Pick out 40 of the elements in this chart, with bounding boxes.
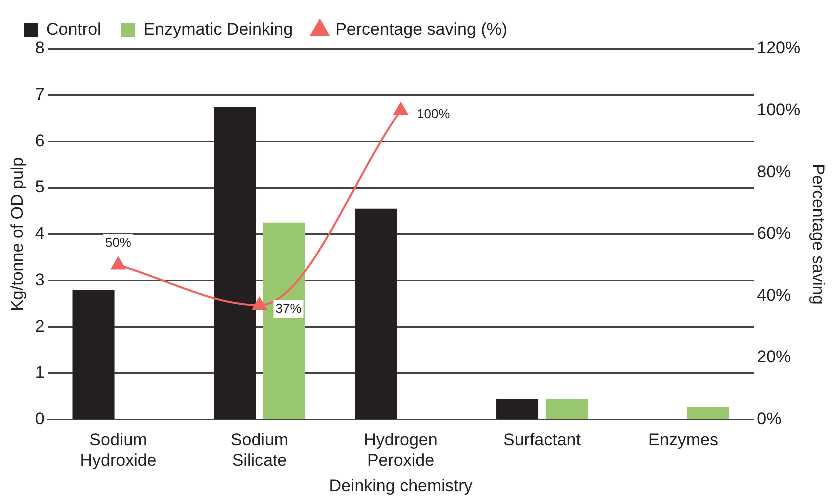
bar [496, 398, 539, 420]
y-tick-label: 5 [35, 178, 45, 197]
y-tick-label: 0 [35, 409, 45, 428]
y-tick-label: 3 [35, 270, 45, 290]
y2-axis-title: Percentage saving [809, 164, 828, 305]
legend-label: Enzymatic Deinking [144, 20, 294, 40]
data-label: 100% [416, 106, 451, 122]
data-label: 50% [105, 234, 132, 250]
point [252, 297, 267, 310]
legend-label: Control [46, 20, 102, 40]
y2-tick-label: 80% [757, 162, 792, 182]
x-tick-label: Sodium Hydroxide [80, 430, 157, 470]
x-axis-title: Deinking chemistry [329, 476, 474, 496]
y-tick-label: 4 [35, 224, 45, 244]
x-tick-label: Hydrogen Peroxide [364, 430, 438, 470]
bar [687, 407, 730, 420]
bar [72, 290, 115, 420]
point [394, 102, 408, 116]
y2-tick-label: 40% [757, 286, 792, 305]
y-tick-label: 8 [35, 38, 45, 58]
bar [355, 208, 398, 420]
y2-tick-label: 120% [757, 38, 801, 58]
bar [263, 222, 306, 420]
y-tick-label: 1 [35, 363, 45, 382]
y2-tick-label: 100% [757, 100, 801, 120]
bar [546, 398, 588, 420]
x-tick-label: Surfactant [503, 430, 582, 450]
y-axis-title: Kg/tonne of OD pulp [8, 157, 27, 312]
y2-tick-label: 20% [757, 348, 792, 367]
point [111, 257, 126, 270]
y2-tick-label: 0% [757, 409, 782, 428]
y2-tick-label: 60% [757, 224, 792, 244]
y-tick-label: 6 [35, 131, 45, 150]
bar [214, 106, 256, 420]
data-label: 37% [276, 301, 302, 316]
y-tick-label: 2 [35, 316, 45, 336]
y-tick-label: 7 [35, 85, 45, 104]
legend-label: Percentage saving (%) [336, 20, 508, 40]
x-tick-label: Sodium Silicate [230, 430, 289, 470]
x-tick-label: Enzymes [648, 430, 718, 450]
